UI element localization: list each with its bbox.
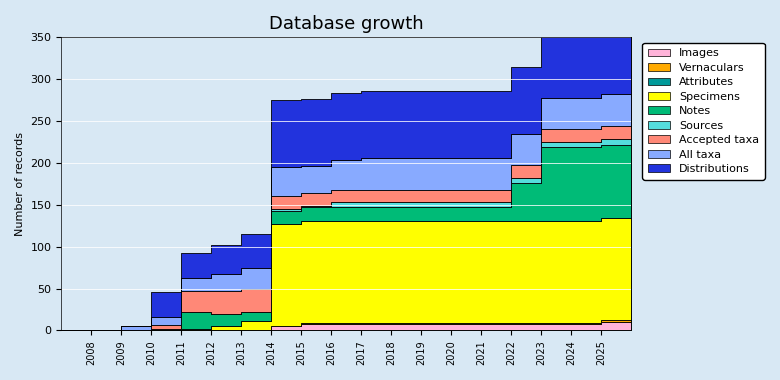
Y-axis label: Number of records: Number of records [15,132,25,236]
Legend: Images, Vernaculars, Attributes, Specimens, Notes, Sources, Accepted taxa, All t: Images, Vernaculars, Attributes, Specime… [642,43,764,180]
Title: Database growth: Database growth [269,15,424,33]
